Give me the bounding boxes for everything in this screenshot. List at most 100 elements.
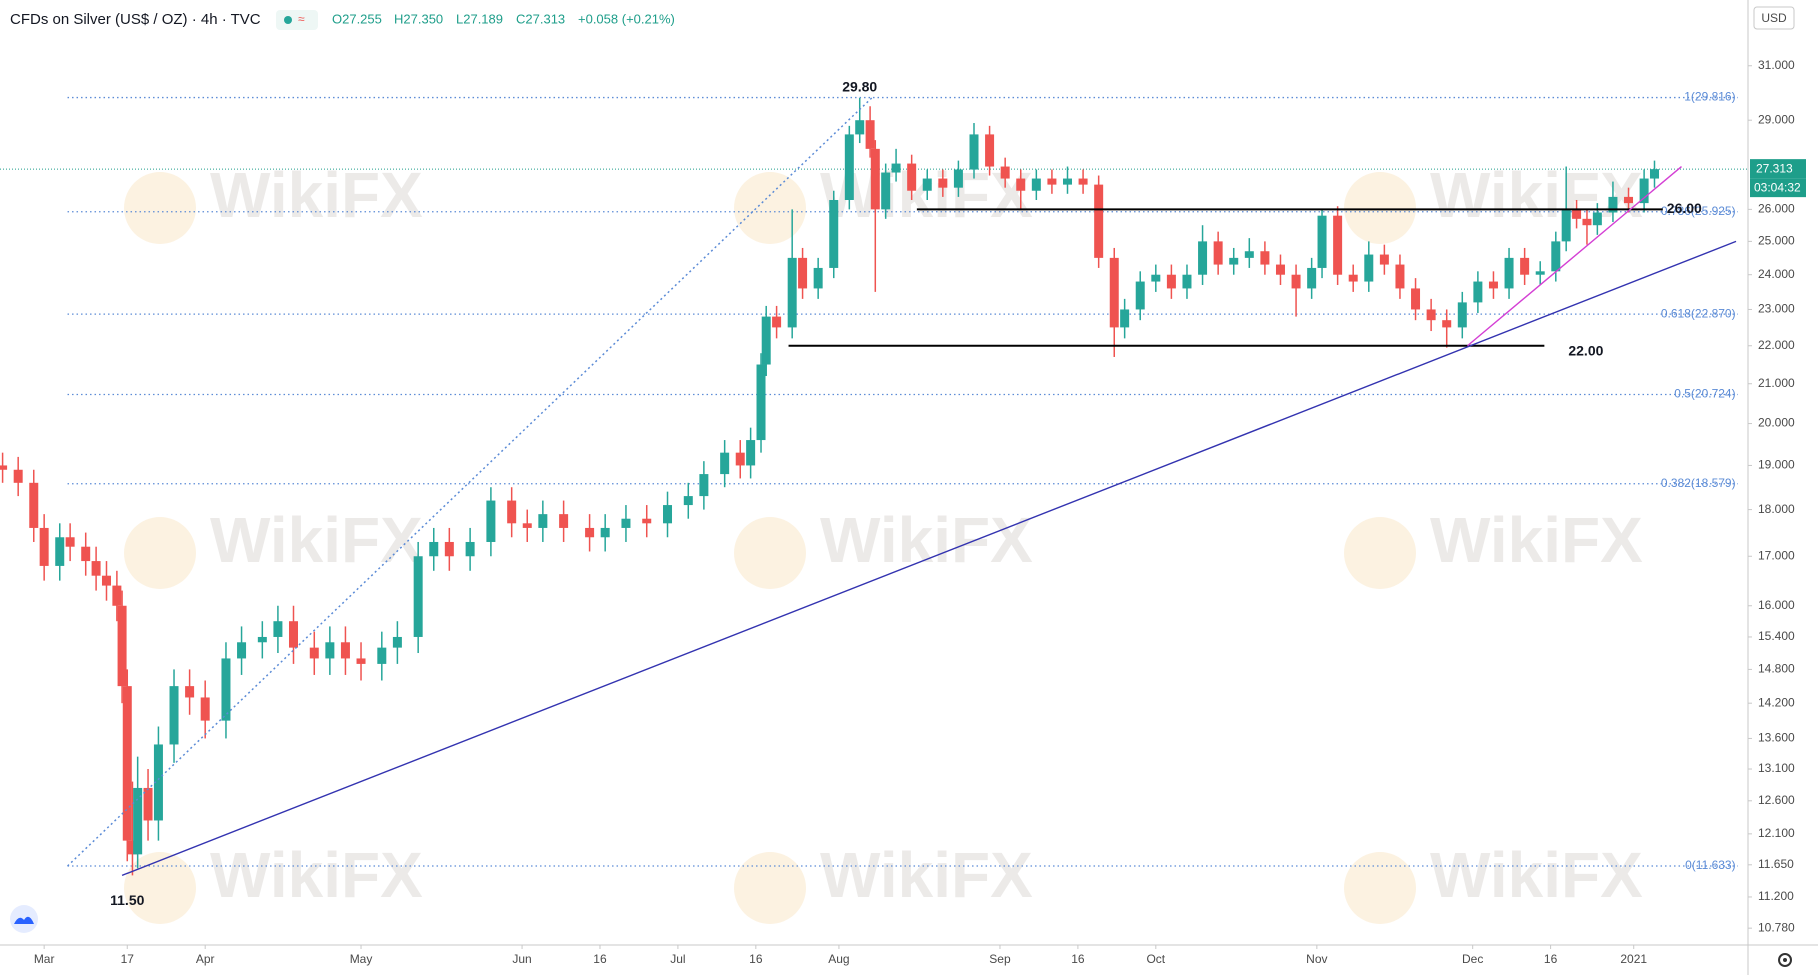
x-tick-label: 2021 <box>1620 952 1647 966</box>
watermark: WikiFX <box>820 504 1033 576</box>
y-tick-label: 11.650 <box>1758 857 1794 871</box>
candle-body <box>1561 209 1571 242</box>
currency[interactable]: USD <box>1761 11 1787 25</box>
candle-body <box>985 134 995 167</box>
candle-body <box>1473 281 1483 303</box>
candle-body <box>127 840 137 855</box>
y-tick-label: 18.000 <box>1758 502 1795 516</box>
candle-body <box>683 496 693 506</box>
candle-body <box>538 514 548 528</box>
candle-body <box>309 647 319 659</box>
candle-body <box>273 621 283 637</box>
x-tick-label: 16 <box>1544 952 1558 966</box>
plot-area: 1(29.816) 0.786(25.925) 0.618(22.870) 0.5(2… <box>0 79 1748 908</box>
x-tick-label: Dec <box>1462 952 1483 966</box>
candle-body <box>1151 274 1161 282</box>
currency-box[interactable] <box>1753 6 1795 30</box>
y-tick-label: 24.000 <box>1758 267 1795 281</box>
candle-body <box>1535 271 1545 275</box>
candle-body <box>1592 212 1602 226</box>
ohlc-open: O27.255 <box>332 11 382 26</box>
candle-body <box>1348 274 1358 282</box>
candle-body <box>1166 274 1176 289</box>
candle-body <box>486 500 496 542</box>
x-tick-label: Jun <box>512 952 531 966</box>
candle-body <box>1182 274 1192 289</box>
settings-icon[interactable] <box>1778 953 1792 967</box>
candle-body <box>1275 264 1285 275</box>
candle-body <box>1317 215 1327 268</box>
ohlc-close: C27.313 <box>516 11 565 26</box>
candle-body <box>169 686 179 745</box>
candle-body <box>642 518 652 524</box>
candle-body <box>1442 320 1452 328</box>
chart-title: CFDs on Silver (US$ / OZ) · 4h · TVC <box>10 11 261 28</box>
candle-body <box>907 163 917 191</box>
watermark-icon <box>1344 172 1416 244</box>
candle-body <box>1063 178 1073 185</box>
y-tick-label: 25.000 <box>1758 234 1795 248</box>
candle-body <box>1291 274 1301 289</box>
candle-body <box>844 134 854 200</box>
y-tick-label: 21.000 <box>1758 376 1795 390</box>
candle-body <box>969 134 979 170</box>
candle-body <box>663 505 673 524</box>
candle-body <box>257 636 267 643</box>
x-tick-label: Nov <box>1306 952 1327 966</box>
x-tick-label: Sep <box>989 952 1011 966</box>
candle-body <box>1411 288 1421 310</box>
watermark-icon <box>1344 517 1416 589</box>
candle-body <box>429 541 439 557</box>
candle-body <box>101 575 111 586</box>
watermark-icon <box>124 852 196 924</box>
y-tick-label: 10.780 <box>1758 920 1795 934</box>
candle-body <box>1229 257 1239 265</box>
fib-label: 0.382(18.579) <box>1661 476 1736 490</box>
candle-body <box>522 523 532 528</box>
peak-label: 11.50 <box>110 892 144 908</box>
time-axis <box>0 945 1818 975</box>
candle-body <box>756 364 766 441</box>
candle-body <box>143 787 153 821</box>
watermark-icon <box>734 517 806 589</box>
candle-body <box>585 527 595 538</box>
y-tick-label: 12.100 <box>1758 826 1795 840</box>
fib-label: 1(29.816) <box>1684 90 1735 104</box>
candle-body <box>1624 196 1634 204</box>
candle-body <box>65 537 75 547</box>
y-tick-label: 29.000 <box>1758 112 1795 126</box>
y-tick-label: 20.000 <box>1758 416 1795 430</box>
candle-body <box>81 546 91 562</box>
candle-body <box>13 469 23 483</box>
watermark: WikiFX <box>210 504 423 576</box>
fib-label: 0.618(22.870) <box>1661 306 1736 320</box>
fib-label: 0.786(25.925) <box>1661 204 1736 218</box>
candle-body <box>392 636 402 648</box>
watermark: WikiFX <box>1430 159 1643 231</box>
candle-body <box>1307 267 1317 289</box>
candle-body <box>699 474 709 497</box>
tv-logo[interactable] <box>10 905 38 933</box>
candle-body <box>953 169 963 188</box>
candle-body <box>1457 302 1467 328</box>
candle-body <box>1488 281 1498 289</box>
candle-body <box>891 163 901 173</box>
candle-body <box>1016 178 1026 191</box>
watermark: WikiFX <box>820 839 1033 911</box>
candle-body <box>1047 178 1057 185</box>
candle-body <box>117 605 127 687</box>
last-price-label: 27.313 <box>1756 161 1793 175</box>
candle-body <box>356 658 366 664</box>
candle-body <box>91 561 101 576</box>
candle-body <box>881 172 891 210</box>
y-tick-label: 22.000 <box>1758 338 1795 352</box>
candle-body <box>237 642 247 659</box>
candle-body <box>1379 254 1389 265</box>
candle-body <box>185 686 195 698</box>
candle-body <box>855 120 865 135</box>
candle-body <box>865 120 875 149</box>
candle-body <box>621 518 631 528</box>
peak-label: 29.80 <box>842 79 877 95</box>
candle-body <box>413 556 423 637</box>
countdown-label: 03:04:32 <box>1754 180 1801 194</box>
